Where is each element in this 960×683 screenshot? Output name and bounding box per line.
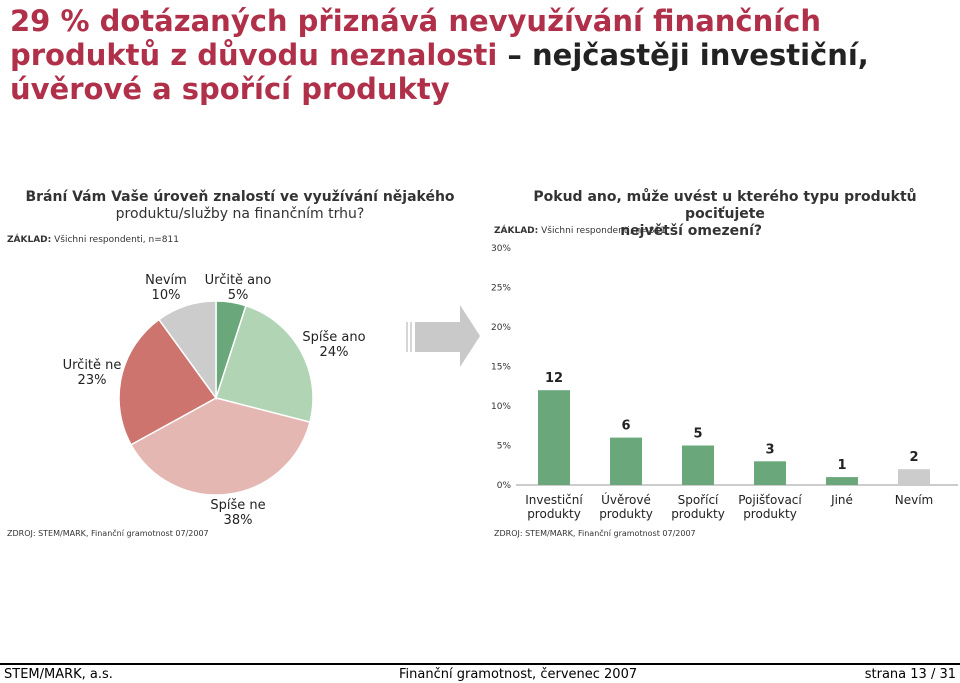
- pie-slice-nevím: [157, 300, 217, 401]
- pie-slice-spíše-ne: [129, 397, 311, 496]
- bar-value-label: 2: [909, 450, 918, 465]
- y-tick-label: 25%: [491, 284, 511, 294]
- left-base-text: Všichni respondenti, n=811: [51, 235, 179, 245]
- page-title: 29 % dotázaných přiznává nevyužívání fin…: [10, 4, 950, 106]
- footer: STEM/MARK, a.s. Finanční gramotnost, čer…: [0, 663, 960, 683]
- y-tick-label: 30%: [491, 244, 511, 254]
- left-question-line-2: produktu/služby na finančním trhu?: [115, 206, 365, 222]
- pie-slice-spíše-ano: [215, 304, 314, 424]
- y-tick-label: 10%: [491, 402, 511, 412]
- bar-2: [610, 437, 642, 485]
- pie-chart: Určitě ano 5% Spíše ano 24% Spíše ne 38% Určit…: [63, 273, 366, 528]
- right-base-text: Všichni respondenti, n=811: [538, 226, 666, 236]
- footer-left: STEM/MARK, a.s.: [4, 667, 113, 682]
- left-base-label: ZÁKLAD:: [7, 235, 52, 245]
- right-question-line-2: největší omezení?: [620, 223, 762, 239]
- y-tick-label: 5%: [497, 442, 512, 452]
- right-question: Pokud ano, může uvést u kterého typu pro…: [500, 189, 950, 240]
- bar-value-label: 12: [545, 371, 563, 386]
- left-source: ZDROJ: STEM/MARK, Finanční gramotnost 07…: [7, 529, 209, 538]
- left-question-line-1: Brání Vám Vaše úroveň znalostí ve využív…: [25, 189, 455, 205]
- x-tick-label: Úvěrové produkty: [599, 492, 653, 521]
- x-tick-label: Jiné: [830, 493, 853, 507]
- footer-center: Finanční gramotnost, červenec 2007: [399, 667, 638, 682]
- title-line-2b: – nejčastěji investiční,: [497, 38, 869, 72]
- bar-4: [754, 461, 786, 485]
- x-tick-label: Nevím: [895, 493, 933, 507]
- bar-3: [682, 445, 714, 485]
- pie-label-spíše-ne: Spíše ne 38%: [210, 498, 265, 528]
- bar-6: [898, 469, 930, 485]
- title-line-3: úvěrové a spořící produkty: [10, 72, 450, 106]
- bar-value-label: 3: [765, 442, 774, 457]
- bar-5: [826, 477, 858, 485]
- right-question-line-1: Pokud ano, může uvést u kterého typu pro…: [533, 189, 917, 222]
- x-tick-label: Investiční produkty: [525, 493, 583, 521]
- title-line-1: 29 % dotázaných přiznává nevyužívání fin…: [10, 4, 822, 38]
- bar-value-label: 1: [837, 458, 846, 473]
- pie-slice-určitě-ne: [118, 318, 218, 446]
- title-line-2: produktů z důvodu neznalosti – nejčastěj…: [10, 38, 950, 72]
- pie-label-určitě-ano: Určitě ano 5%: [205, 273, 272, 303]
- x-tick-label: Pojišťovací produkty: [738, 493, 802, 521]
- bar-value-label: 5: [693, 427, 702, 442]
- x-tick-label: Spořící produkty: [671, 493, 725, 521]
- title-line-2a: produktů z důvodu neznalosti: [10, 38, 498, 72]
- left-question: Brání Vám Vaše úroveň znalostí ve využív…: [20, 189, 460, 223]
- bar-value-label: 6: [621, 419, 630, 434]
- left-base: ZÁKLAD: Všichni respondenti, n=811: [7, 235, 179, 245]
- y-tick-label: 0%: [497, 481, 512, 491]
- footer-right: strana 13 / 31: [864, 667, 956, 682]
- y-tick-label: 20%: [491, 323, 511, 333]
- y-tick-label: 15%: [491, 363, 511, 373]
- pie-label-určitě-ne: Určitě ne 23%: [63, 358, 122, 388]
- pie-label-spíše-ano: Spíše ano 24%: [302, 330, 365, 360]
- right-base: ZÁKLAD: Všichni respondenti, n=811: [494, 226, 666, 236]
- right-base-label: ZÁKLAD:: [494, 226, 539, 236]
- pie-label-nevím: Nevím 10%: [145, 273, 187, 303]
- arrow-graphic: [406, 305, 480, 367]
- bar-1: [538, 390, 570, 485]
- right-source: ZDROJ: STEM/MARK, Finanční gramotnost 07…: [494, 529, 696, 538]
